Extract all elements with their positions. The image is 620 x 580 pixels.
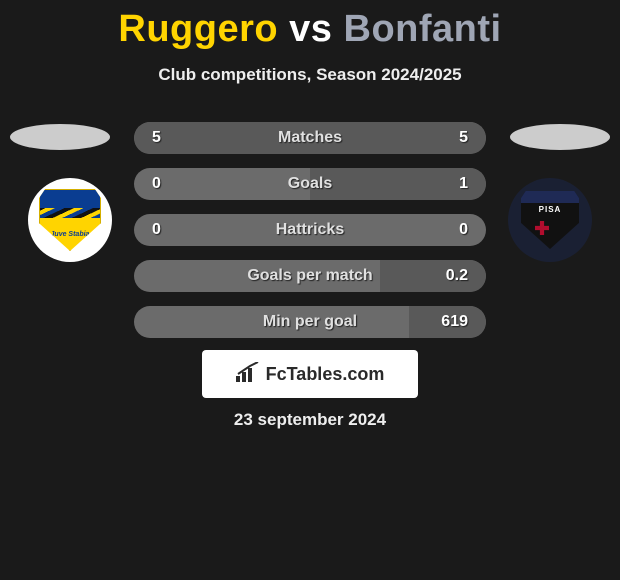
stat-row: 0Goals1 [134,168,486,200]
site-logo: FcTables.com [202,350,418,398]
club-badge-right: PISA [508,178,592,262]
stat-row: Goals per match0.2 [134,260,486,292]
stat-value-right: 619 [438,313,468,331]
club-badge-left-text: Juve Stabia [40,231,100,238]
title-vs: vs [289,8,332,50]
stat-value-right: 1 [438,175,468,193]
shield-icon: PISA [521,191,579,249]
shield-icon: Juve Stabia [39,189,101,251]
club-badge-left: Juve Stabia [28,178,112,262]
title-player-right: Bonfanti [344,8,502,50]
stat-value-right: 0.2 [438,267,468,285]
stat-label: Matches [134,129,486,147]
site-logo-text: FcTables.com [266,364,385,385]
stat-row: 0Hattricks0 [134,214,486,246]
stat-label: Goals per match [134,267,486,285]
stat-value-right: 5 [438,129,468,147]
date-label: 23 september 2024 [0,410,620,430]
page-title: Ruggero vs Bonfanti [0,0,620,51]
stat-value-right: 0 [438,221,468,239]
stat-label: Goals [134,175,486,193]
chart-icon [236,362,260,387]
subtitle: Club competitions, Season 2024/2025 [0,65,620,85]
stats-container: 5Matches50Goals10Hattricks0Goals per mat… [134,122,486,352]
stat-label: Min per goal [134,313,486,331]
player-photo-left [10,124,110,150]
club-badge-right-text: PISA [521,205,579,214]
stat-label: Hattricks [134,221,486,239]
player-photo-right [510,124,610,150]
club-badge-left-crest: Juve Stabia [39,189,101,251]
club-badge-right-crest: PISA [521,191,579,249]
title-player-left: Ruggero [118,8,278,50]
stat-row: Min per goal619 [134,306,486,338]
stat-row: 5Matches5 [134,122,486,154]
